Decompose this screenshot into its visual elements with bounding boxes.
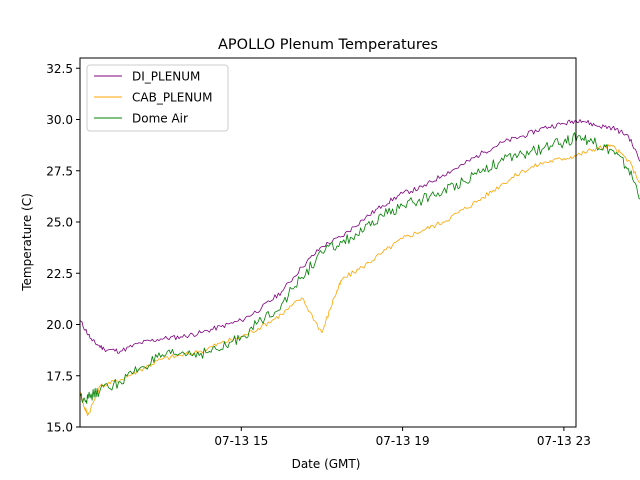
- legend-label: CAB_PLENUM: [132, 91, 212, 105]
- x-tick-label: 07-13 15: [214, 434, 268, 448]
- y-tick-label: 20.0: [46, 318, 73, 332]
- y-tick-label: 30.0: [46, 113, 73, 127]
- y-tick-label: 25.0: [46, 216, 73, 230]
- chart-title: APOLLO Plenum Temperatures: [218, 37, 438, 53]
- y-tick-label: 15.0: [46, 421, 73, 435]
- x-tick-label: 07-13 23: [537, 434, 591, 448]
- x-tick-label: 07-13 19: [376, 434, 430, 448]
- series-line-di-plenum: [79, 119, 640, 354]
- plot-frame: [79, 57, 577, 428]
- y-tick-label: 32.5: [46, 62, 73, 76]
- legend-label: DI_PLENUM: [132, 70, 200, 84]
- legend: DI_PLENUM CAB_PLENUM Dome Air: [86, 64, 229, 132]
- y-tick-label: 27.5: [46, 164, 73, 178]
- y-tick-label: 22.5: [46, 267, 73, 281]
- y-axis-label: Temperature (C): [20, 193, 34, 292]
- x-axis-label: Date (GMT): [292, 457, 361, 471]
- series-line-dome-air: [79, 132, 640, 404]
- legend-label: Dome Air: [132, 112, 188, 126]
- series-line-cab-plenum: [79, 144, 640, 416]
- legend-box: [86, 64, 229, 132]
- series-layer: [79, 119, 640, 416]
- y-tick-label: 17.5: [46, 369, 73, 383]
- y-axis: 15.0 17.5 20.0 22.5 25.0 27.5 30.0 32.5: [46, 62, 80, 435]
